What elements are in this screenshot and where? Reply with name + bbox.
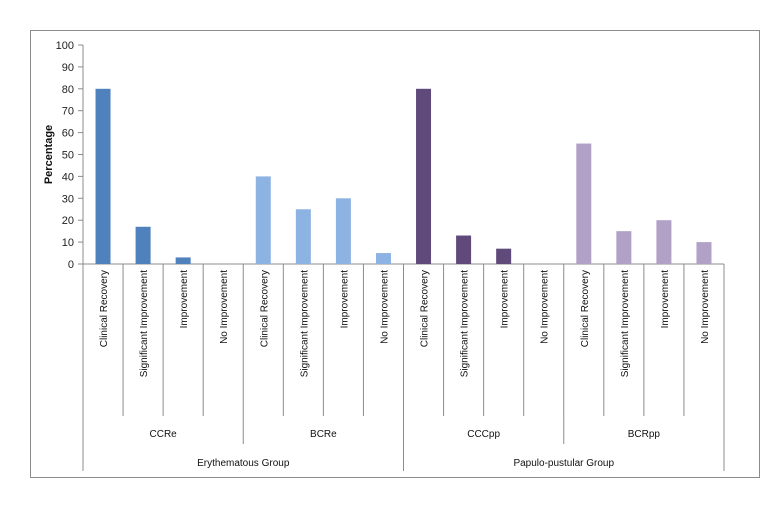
bar [456,235,472,264]
y-axis-label: Percentage [43,125,55,184]
category-label: Significant Improvement [460,270,471,377]
bar [135,226,151,264]
chart-frame [30,30,760,478]
bar [375,253,391,264]
y-tick-label: 30 [62,193,74,205]
category-label: No Improvement [379,270,390,344]
category-label: No Improvement [219,270,230,344]
y-tick-label: 60 [62,128,74,140]
bar [175,257,191,264]
bar [255,176,271,264]
category-label: Clinical Recovery [580,270,591,347]
category-label: Improvement [500,270,511,329]
y-tick-label: 70 [62,106,74,118]
bar [95,88,111,264]
y-tick-label: 50 [62,150,74,162]
bar [696,242,712,264]
y-tick-label: 80 [62,84,74,96]
y-tick-label: 0 [68,259,74,271]
category-label: No Improvement [700,270,711,344]
category-label: Improvement [179,270,190,329]
group-label: Papulo-pustular Group [513,458,614,469]
y-tick-label: 20 [62,215,74,227]
category-label: Improvement [660,270,671,329]
category-label: Improvement [339,270,350,329]
category-label: No Improvement [540,270,551,344]
category-label: Clinical Recovery [259,270,270,347]
y-tick-label: 40 [62,171,74,183]
y-tick-label: 100 [56,40,74,52]
y-tick-label: 90 [62,62,74,74]
category-label: Clinical Recovery [99,270,110,347]
bar [656,220,672,264]
bar [616,231,632,264]
bar [295,209,311,264]
category-label: Significant Improvement [299,270,310,377]
bar [576,143,592,264]
group-label: Erythematous Group [197,458,290,469]
subgroup-label: BCRe [310,429,337,440]
category-label: Clinical Recovery [420,270,431,347]
bar [496,248,512,264]
y-tick-label: 10 [62,237,74,249]
bar [416,88,432,264]
subgroup-label: BCRpp [628,429,661,440]
bar [335,198,351,264]
category-label: Significant Improvement [139,270,150,377]
category-label: Significant Improvement [620,270,631,377]
subgroup-label: CCRe [150,429,178,440]
subgroup-label: CCCpp [467,429,500,440]
